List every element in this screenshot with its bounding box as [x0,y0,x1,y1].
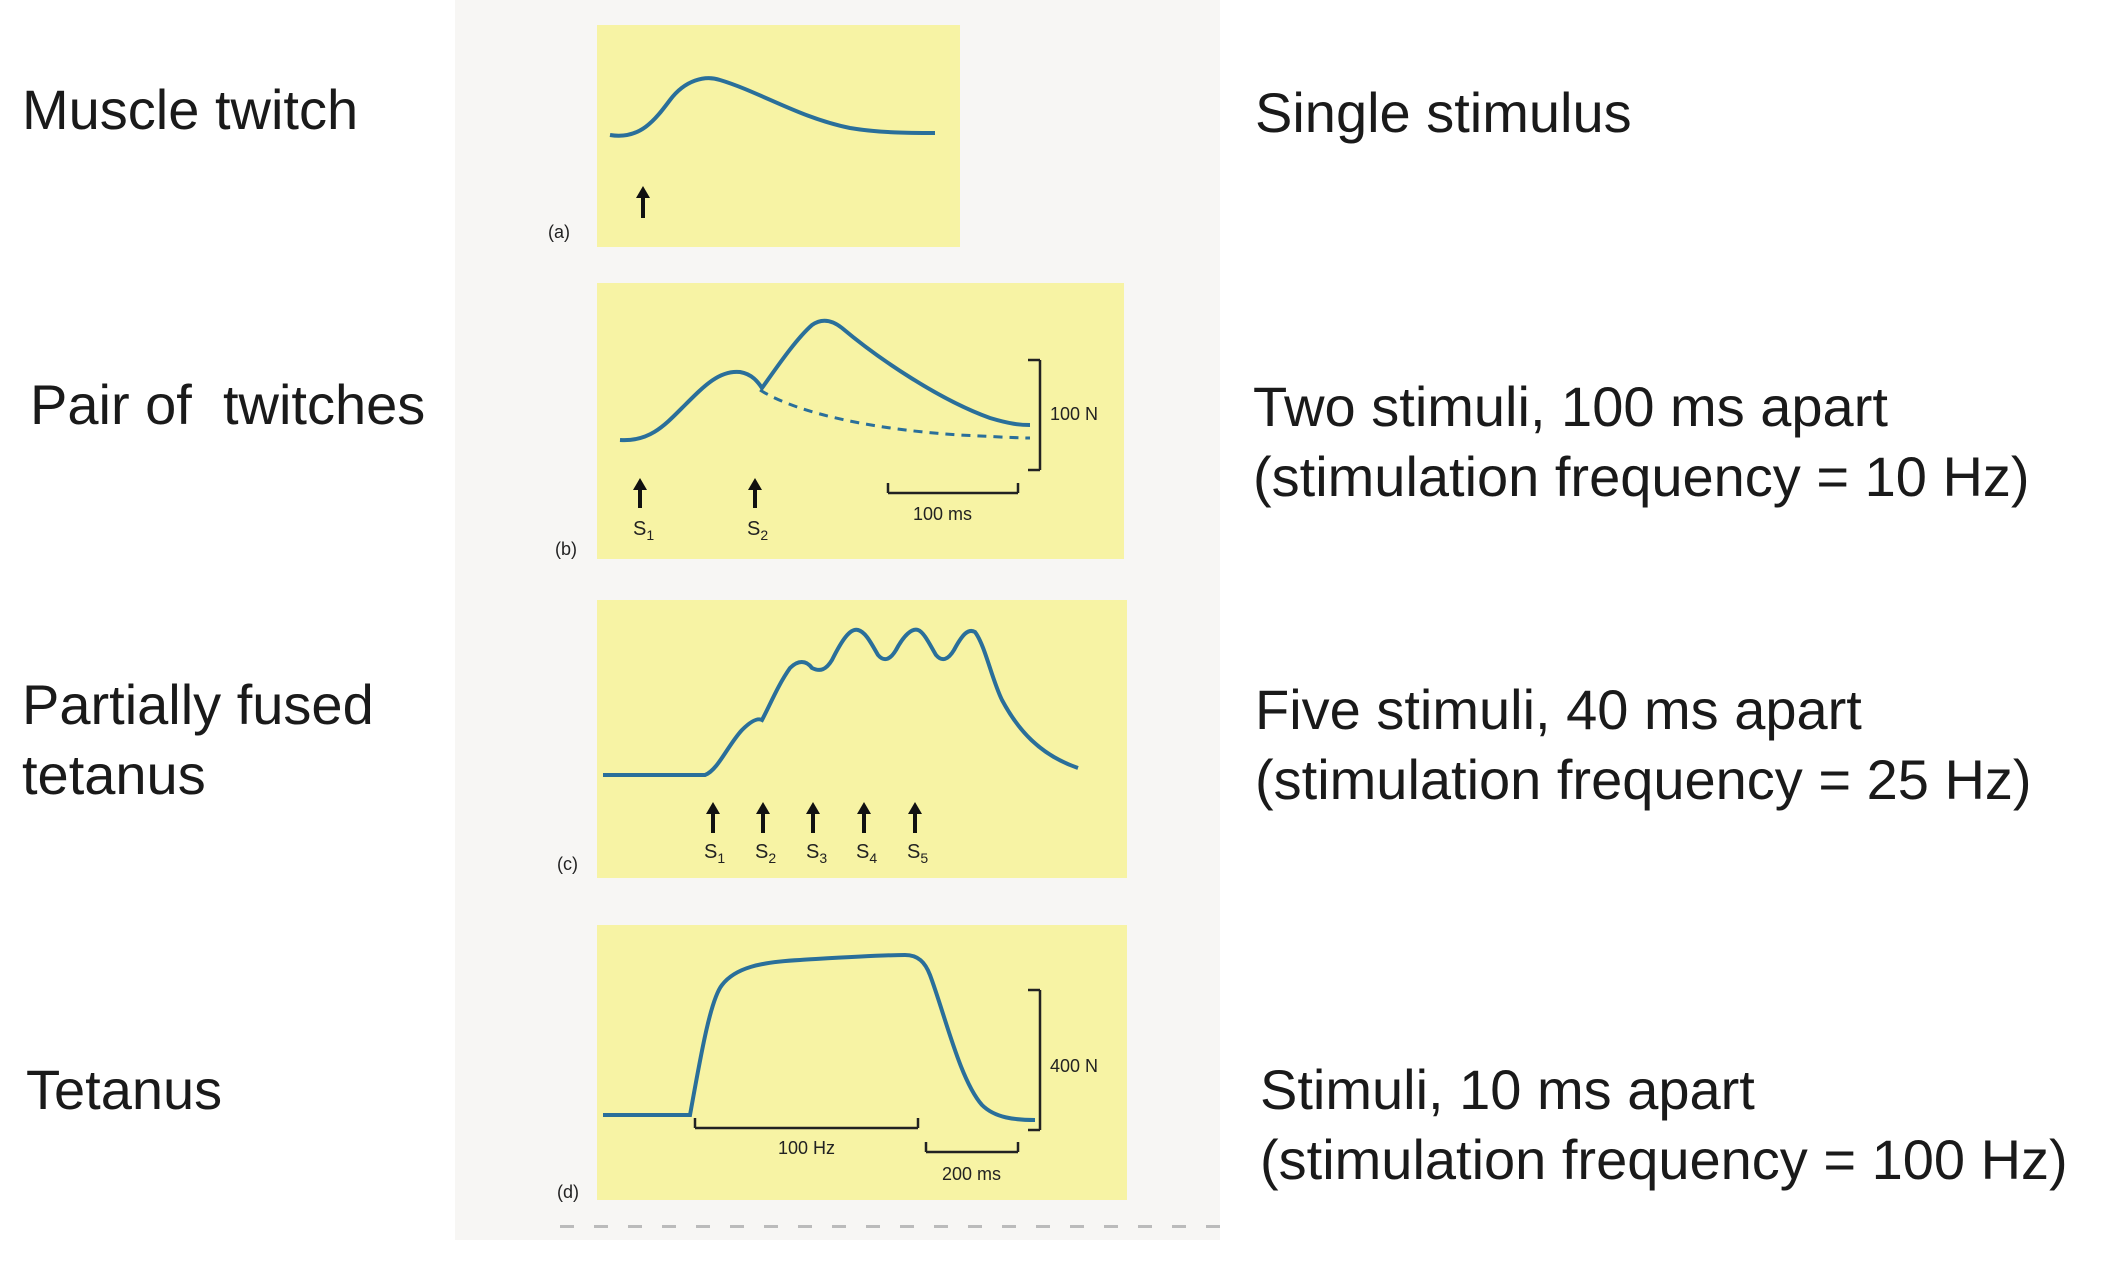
tetanus-trace-c [603,627,1079,777]
row-a-label: Muscle twitch [22,78,359,141]
stimulus-label-c3: S3 [806,841,827,866]
time-scale-bar-b [886,483,1020,495]
stimulus-label-b2: S2 [747,518,768,543]
row-a-description: Single stimulus [1255,81,1632,144]
tetanus-trace-d [603,952,1036,1122]
force-scale-bar-b [1028,358,1042,472]
stimulus-arrow-a [636,186,650,218]
row-d-label: Tetanus [26,1058,223,1121]
stimulus-arrow-b1 [633,478,647,508]
force-scale-bar-d [1028,988,1042,1132]
twitch-trace-b [619,318,1031,443]
stimulus-arrow-c4 [857,802,871,833]
force-scale-label-d: 400 N [1050,1056,1098,1076]
stimulus-frequency-bar-d [693,1118,920,1130]
row-c-description: Five stimuli, 40 ms apart (stimulation f… [1255,678,2032,811]
stimulus-label-c2: S2 [755,841,776,866]
force-scale-label-b: 100 N [1050,404,1098,424]
figure-caption-remnant [560,1225,1220,1228]
stimulus-frequency-label-d: 100 Hz [778,1138,835,1158]
twitch-trace-b-dashed [759,388,1031,440]
time-scale-bar-d [924,1142,1020,1154]
row-b-label: Pair of twitches [30,373,426,436]
row-b-description: Two stimuli, 100 ms apart (stimulation f… [1253,375,2030,508]
stimulus-arrow-c3 [806,802,820,833]
panel-d [597,925,1127,1200]
twitch-trace-a [609,76,936,138]
stimulus-arrow-c5 [908,802,922,833]
stimulus-arrow-c1 [706,802,720,833]
time-scale-label-b: 100 ms [913,504,972,524]
stimulus-label-c4: S4 [856,841,877,866]
panel-tag-c: (c) [557,854,578,874]
stimulus-label-b1: S1 [633,518,654,543]
time-scale-label-d: 200 ms [942,1164,1001,1184]
stimulus-arrow-c2 [756,802,770,833]
panel-b [597,283,1124,559]
row-d-description: Stimuli, 10 ms apart (stimulation freque… [1260,1058,2068,1191]
panel-tag-d: (d) [557,1182,579,1202]
stimulus-label-c1: S1 [704,841,725,866]
panel-tag-b: (b) [555,539,577,559]
row-c-label: Partially fused tetanus [22,673,374,806]
stimulus-label-c5: S5 [907,841,928,866]
panel-a [597,25,960,247]
panel-tag-a: (a) [548,222,570,242]
stimulus-arrow-b2 [748,478,762,508]
